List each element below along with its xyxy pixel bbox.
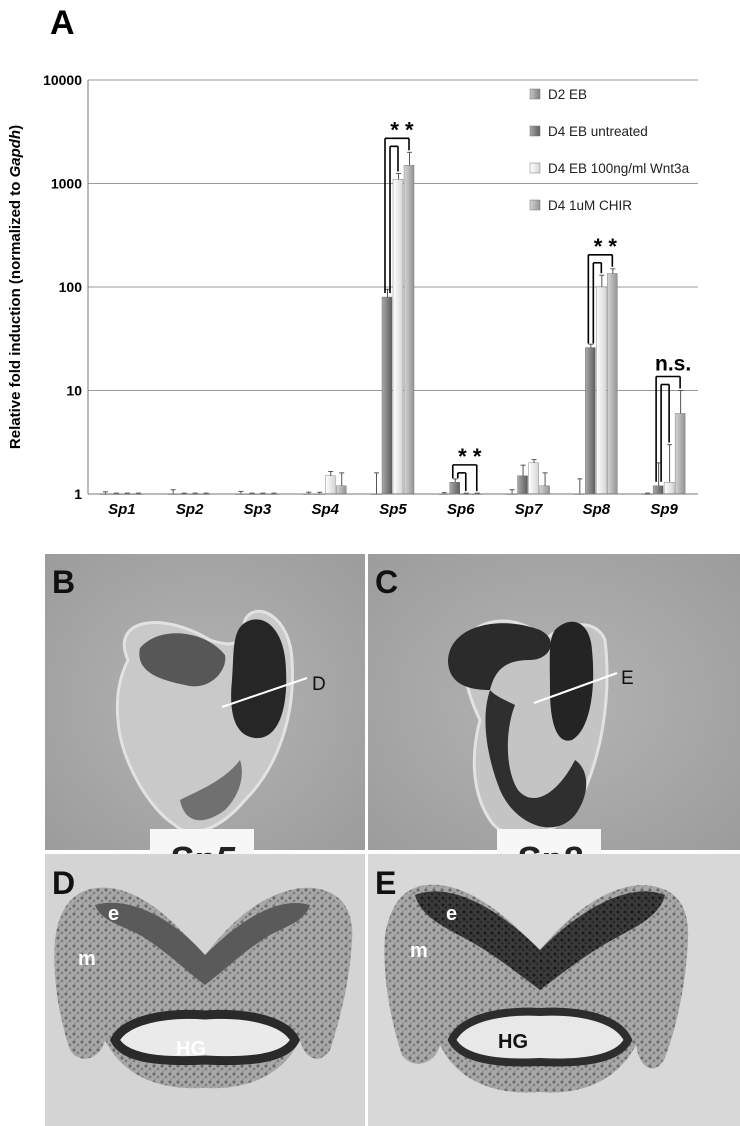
bar-sp9-series-3 bbox=[663, 482, 675, 495]
label-e-right: e bbox=[446, 903, 457, 925]
panel-letter-a: A bbox=[50, 4, 75, 42]
significance-label-sp9: n.s. bbox=[655, 353, 691, 376]
panel-d-section-sp5: e m HG D bbox=[45, 854, 365, 1126]
significance-label-sp6: * * bbox=[458, 444, 482, 469]
legend-swatch-1 bbox=[529, 88, 541, 100]
bar-sp7-series-4 bbox=[539, 485, 550, 495]
x-tick-label-sp6: Sp6 bbox=[447, 501, 475, 518]
embryo-c-stain-right bbox=[549, 621, 594, 741]
bar-sp6-series-2 bbox=[449, 482, 460, 495]
label-hg-left: HG bbox=[176, 1038, 206, 1060]
bar-sp8-series-2 bbox=[585, 347, 596, 495]
label-hg-right: HG bbox=[498, 1031, 528, 1053]
legend-label-1: D2 EB bbox=[548, 87, 587, 102]
bar-sp7-series-2 bbox=[517, 475, 528, 495]
x-tick-label-sp1: Sp1 bbox=[108, 501, 136, 518]
section-d-neural-plate bbox=[95, 902, 310, 985]
x-tick-label-sp8: Sp8 bbox=[583, 501, 611, 518]
section-d-gut bbox=[109, 1009, 301, 1066]
legend-label-2: D4 EB untreated bbox=[548, 124, 648, 139]
x-tick-label-sp2: Sp2 bbox=[176, 501, 204, 518]
bar-sp8-series-4 bbox=[607, 273, 618, 495]
embryo-b-stain-left bbox=[139, 633, 226, 687]
y-tick-label-100: 100 bbox=[59, 279, 83, 295]
embryo-c-stain-loop bbox=[485, 690, 587, 828]
label-m-left: m bbox=[78, 948, 96, 970]
panel-b-wholemount-sp5: D B bbox=[45, 554, 365, 850]
section-line-label-e: E bbox=[621, 668, 634, 689]
bar-sp7-series-3 bbox=[528, 462, 539, 495]
panel-letter-d: D bbox=[52, 865, 75, 901]
y-axis-label: Relative fold induction (normalized to G… bbox=[7, 125, 24, 449]
fold-induction-chart: 1 10 100 1000 10000 Sp1 Sp2 Sp3 Sp4 Sp5 Sp6 Sp7 Sp8… bbox=[7, 72, 698, 518]
section-e-gut bbox=[447, 1007, 633, 1067]
legend: D2 EB D4 EB untreated D4 EB 100ng/ml Wnt3a… bbox=[529, 87, 690, 213]
legend-label-4: D4 1uM CHIR bbox=[548, 198, 632, 213]
panel-letter-c: C bbox=[375, 564, 398, 600]
embryo-b-stain-right bbox=[231, 619, 287, 739]
bar-sp9-series-2 bbox=[652, 485, 664, 495]
x-tick-label-sp9: Sp9 bbox=[650, 501, 678, 518]
bar-sp4-series-4 bbox=[336, 485, 347, 495]
legend-swatch-2 bbox=[529, 125, 541, 137]
section-e-neural-plate bbox=[415, 891, 665, 990]
y-tick-label-1000: 1000 bbox=[51, 176, 82, 192]
legend-swatch-3 bbox=[529, 162, 541, 174]
panel-c-wholemount-sp8: E C bbox=[368, 554, 740, 850]
section-line-e bbox=[533, 672, 618, 704]
label-m-right: m bbox=[410, 940, 428, 962]
y-tick-label-10: 10 bbox=[66, 383, 82, 399]
embryo-b-stain-tail bbox=[180, 760, 242, 821]
panel-letter-e: E bbox=[375, 865, 396, 901]
panel-e-section-sp8: e m HG E bbox=[368, 854, 740, 1126]
label-e-left: e bbox=[108, 903, 119, 925]
significance-label-sp8: * * bbox=[594, 234, 618, 259]
panel-letter-b: B bbox=[52, 564, 75, 600]
section-line-d bbox=[221, 677, 308, 708]
x-axis-ticks: Sp1 Sp2 Sp3 Sp4 Sp5 Sp6 Sp7 Sp8 Sp9 bbox=[108, 501, 678, 518]
bar-sp8-series-3 bbox=[596, 286, 607, 495]
bar-sp5-series-4 bbox=[403, 165, 415, 495]
y-tick-label-1: 1 bbox=[74, 486, 82, 502]
x-tick-label-sp7: Sp7 bbox=[515, 501, 543, 518]
y-tick-label-10000: 10000 bbox=[43, 72, 82, 88]
significance-label-sp5: * * bbox=[390, 117, 414, 142]
x-tick-label-sp4: Sp4 bbox=[311, 501, 339, 518]
legend-swatch-4 bbox=[529, 199, 541, 211]
embryo-c-stain-head bbox=[448, 623, 551, 690]
x-tick-label-sp3: Sp3 bbox=[244, 501, 272, 518]
bar-sp5-series-2 bbox=[381, 296, 393, 495]
bars bbox=[99, 165, 686, 495]
legend-label-3: D4 EB 100ng/ml Wnt3a bbox=[548, 161, 690, 176]
section-line-label-d: D bbox=[312, 674, 326, 695]
bar-sp5-series-3 bbox=[392, 179, 404, 495]
y-axis-ticks: 1 10 100 1000 10000 bbox=[43, 72, 82, 502]
significance-brackets: * * * * * * n.s. bbox=[384, 117, 691, 492]
bar-sp4-series-3 bbox=[325, 475, 336, 495]
x-tick-label-sp5: Sp5 bbox=[379, 501, 407, 518]
bar-sp9-series-4 bbox=[674, 413, 686, 495]
